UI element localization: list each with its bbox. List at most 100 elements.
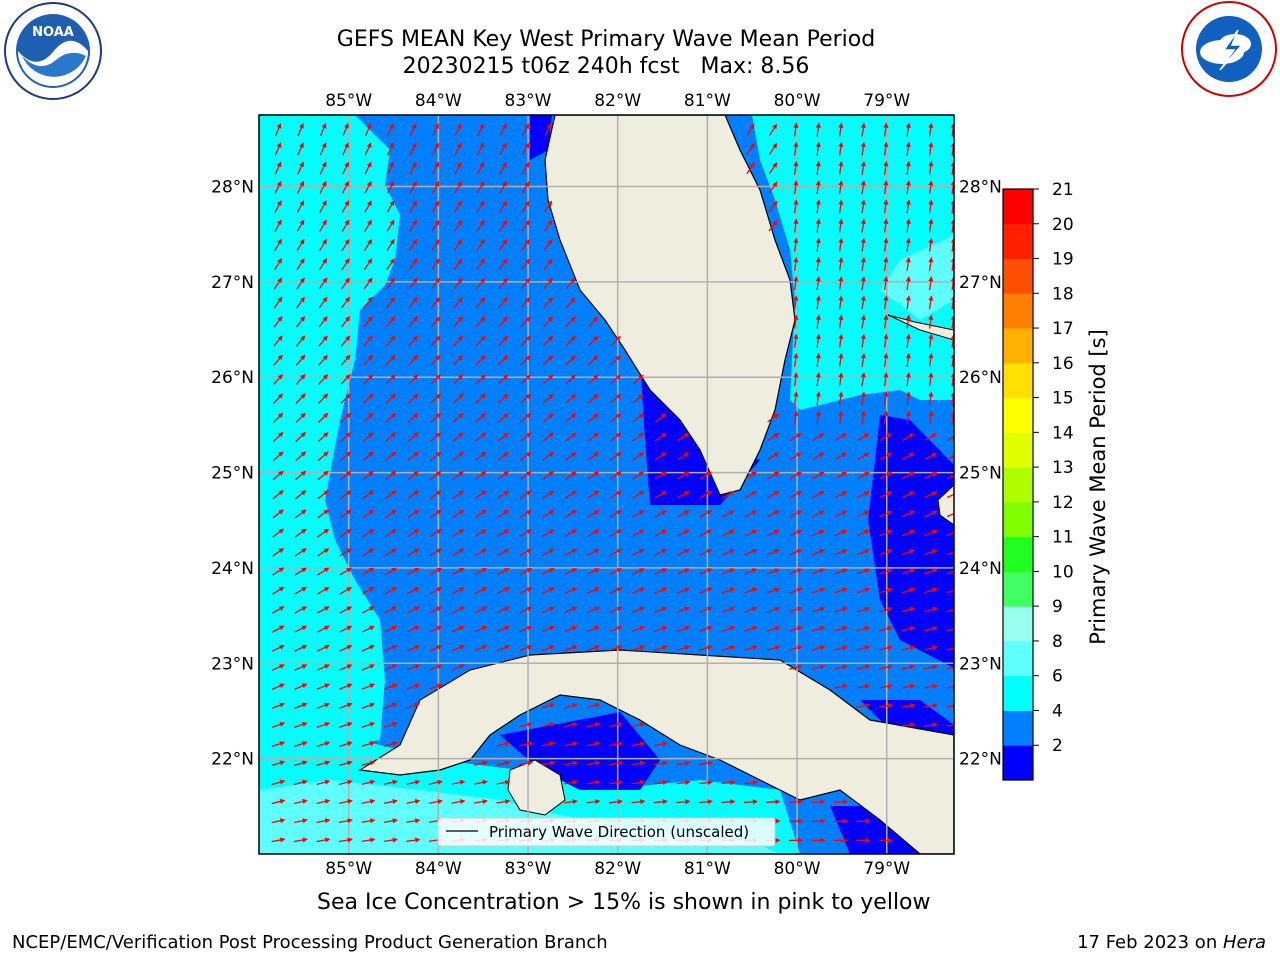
colorbar-frame bbox=[1002, 188, 1034, 781]
wave-arrow bbox=[519, 568, 533, 576]
wave-arrow bbox=[586, 625, 601, 633]
wave-arrow bbox=[339, 625, 353, 633]
wave-arrow bbox=[901, 549, 916, 556]
wave-arrow bbox=[746, 123, 755, 136]
wave-arrow bbox=[340, 316, 351, 328]
wave-arrow bbox=[924, 491, 938, 499]
lon-tick-top: 81°W bbox=[684, 91, 731, 111]
wave-arrow bbox=[834, 664, 848, 670]
wave-arrow bbox=[453, 296, 463, 309]
colorbar-swatch bbox=[1003, 745, 1033, 781]
wave-arrow bbox=[453, 335, 464, 347]
wave-arrow bbox=[923, 703, 938, 709]
wave-arrow bbox=[386, 258, 395, 271]
wave-arrow bbox=[563, 779, 578, 785]
wave-arrow bbox=[838, 160, 844, 175]
wave-arrow bbox=[767, 413, 780, 423]
wave-arrow bbox=[676, 779, 691, 786]
wave-arrow bbox=[565, 355, 576, 366]
wave-arrow bbox=[454, 200, 462, 213]
wave-arrow bbox=[766, 549, 780, 556]
wave-arrow bbox=[319, 123, 327, 137]
wave-arrow bbox=[406, 798, 421, 805]
colorbar-tick-label: 14 bbox=[1052, 423, 1074, 443]
wave-arrow bbox=[430, 354, 441, 366]
wave-arrow bbox=[789, 529, 803, 537]
wave-arrow bbox=[520, 297, 531, 309]
colorbar-tick-label: 2 bbox=[1052, 736, 1063, 756]
wave-arrow bbox=[496, 625, 510, 633]
wave-arrow bbox=[564, 490, 577, 499]
wave-arrow bbox=[564, 645, 578, 652]
wave-arrow bbox=[452, 451, 464, 461]
wave-arrow bbox=[587, 490, 600, 499]
wave-arrow bbox=[318, 335, 328, 347]
wave-arrow bbox=[498, 219, 508, 232]
axis-ticks: 85°W 85°W 84°W 84°W 83°W 83°W 82°W 82°W 81°W 81°W… bbox=[211, 91, 1002, 879]
wave-arrow bbox=[453, 258, 463, 271]
wave-arrow bbox=[519, 760, 533, 766]
wave-arrow bbox=[860, 199, 866, 214]
wave-arrow bbox=[476, 258, 485, 271]
wave-arrow bbox=[924, 645, 938, 651]
wave-arrow bbox=[497, 490, 510, 500]
wave-arrow bbox=[856, 568, 871, 575]
wave-arrow bbox=[654, 452, 667, 461]
lon-tick-bottom: 85°W bbox=[325, 859, 372, 879]
wave-arrow bbox=[385, 374, 396, 385]
wave-arrow bbox=[296, 316, 306, 328]
wave-arrow bbox=[496, 799, 511, 805]
wave-arrow bbox=[901, 664, 916, 670]
wave-arrow bbox=[342, 123, 349, 137]
wave-arrow bbox=[586, 799, 601, 805]
wave-arrow bbox=[699, 549, 713, 556]
wave-arrow bbox=[815, 276, 821, 291]
wave-arrow bbox=[789, 587, 803, 594]
wave-arrow bbox=[296, 258, 305, 271]
wave-arrow bbox=[271, 818, 286, 824]
wave-arrow bbox=[838, 199, 844, 214]
wave-arrow bbox=[905, 276, 911, 291]
wave-arrow bbox=[452, 374, 464, 385]
wave-arrow bbox=[789, 645, 803, 651]
wave-arrow bbox=[946, 532, 954, 537]
wave-arrow bbox=[409, 161, 417, 175]
wave-arrow bbox=[905, 295, 911, 310]
wave-arrow bbox=[408, 316, 418, 328]
wave-arrow bbox=[654, 625, 668, 633]
wave-arrow bbox=[521, 219, 530, 232]
wave-arrow bbox=[834, 568, 848, 575]
wave-arrow bbox=[497, 355, 509, 366]
wave-arrow bbox=[361, 664, 375, 671]
wave-arrow bbox=[451, 587, 465, 595]
wave-arrow bbox=[430, 335, 441, 347]
wave-arrow bbox=[811, 587, 826, 594]
wave-arrow bbox=[431, 258, 440, 271]
wave-arrow bbox=[902, 452, 915, 461]
wave-arrow bbox=[860, 237, 866, 252]
wave-arrow bbox=[451, 779, 466, 785]
wave-arrow bbox=[928, 352, 934, 367]
colorbar-swatch bbox=[1003, 536, 1033, 572]
wave-arrow bbox=[812, 452, 825, 461]
lon-tick-bottom: 82°W bbox=[594, 859, 641, 879]
wave-arrow bbox=[543, 219, 553, 232]
wave-arrow bbox=[838, 314, 844, 329]
wave-arrow bbox=[497, 432, 509, 442]
wave-arrow bbox=[476, 161, 485, 175]
wave-arrow bbox=[860, 391, 866, 406]
wave-arrow bbox=[905, 122, 911, 137]
wave-arrow bbox=[698, 779, 713, 786]
wave-arrow bbox=[430, 316, 441, 328]
colorbar-tick-label: 20 bbox=[1052, 215, 1074, 235]
wave-arrow bbox=[407, 509, 420, 519]
wave-arrow bbox=[406, 837, 421, 843]
wave-arrow bbox=[272, 606, 285, 614]
wave-arrow bbox=[363, 277, 373, 290]
wave-arrow bbox=[273, 373, 284, 385]
wave-arrow bbox=[721, 510, 735, 518]
wave-arrow bbox=[541, 741, 556, 747]
wave-arrow bbox=[408, 296, 418, 309]
wave-arrow bbox=[519, 645, 533, 652]
wave-arrow bbox=[318, 374, 329, 385]
